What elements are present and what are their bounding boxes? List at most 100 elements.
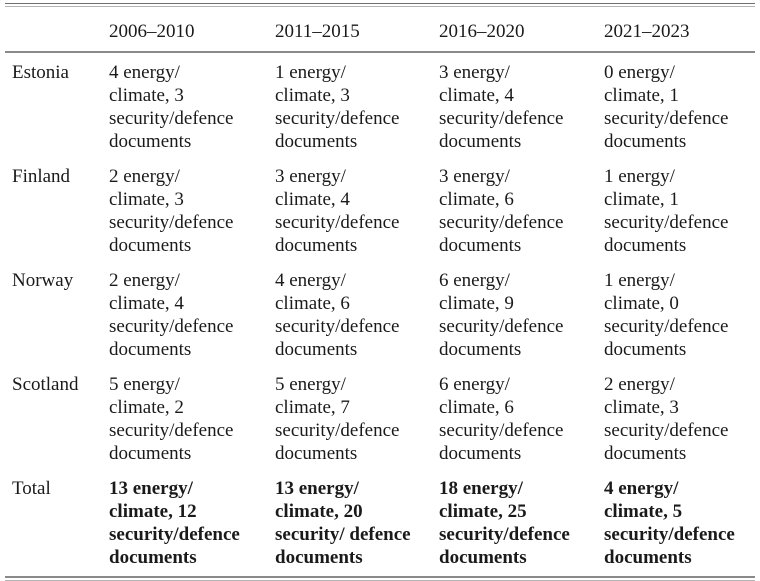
cell-line: 2 energy/ [604, 374, 675, 395]
cell-line: 1 energy/ [275, 62, 346, 83]
table-cell: 13 energy/climate, 12 security/defence doc… [109, 470, 275, 574]
cell-line: climate, 6 [439, 397, 514, 418]
cell-line: climate, 4 [439, 85, 514, 106]
cell-line: security/ defence [275, 524, 411, 545]
cell-line: documents [439, 547, 527, 568]
cell-line: climate, 6 [275, 293, 350, 314]
table-cell: 3 energy/climate, 4 security/defence docum… [439, 53, 604, 158]
cell-line: security/defence [604, 212, 729, 233]
cell-line: climate, 2 [109, 397, 184, 418]
cell-line: security/defence [439, 420, 564, 441]
cell-line: climate, 3 [604, 397, 679, 418]
cell-line: climate, 25 [439, 501, 527, 522]
cell-line: security/defence [109, 316, 234, 337]
cell-line: security/defence [275, 420, 400, 441]
cell-line: security/defence [109, 524, 240, 545]
cell-line: climate, 1 [604, 189, 679, 210]
table-cell: 2 energy/climate, 4 security/defence docum… [109, 262, 275, 366]
header-row: 2006–2010 2011–2015 2016–2020 2021–2023 [5, 7, 755, 51]
cell-line: climate, 9 [439, 293, 514, 314]
cell-line: documents [109, 235, 192, 256]
cell-line: security/defence [604, 524, 735, 545]
cell-line: climate, 3 [109, 189, 184, 210]
table-row-estonia: Estonia 4 energy/climate, 3 security/defen… [5, 53, 755, 158]
table-cell: 1 energy/climate, 0 security/defence docum… [604, 262, 755, 366]
cell-line: documents [439, 235, 522, 256]
cell-line: security/defence [109, 420, 234, 441]
cell-line: security/defence [604, 316, 729, 337]
table-cell: 5 energy/climate, 2 security/defence docum… [109, 366, 275, 470]
cell-line: documents [439, 131, 522, 152]
table-cell: 5 energy/climate, 7 security/defence docum… [275, 366, 439, 470]
cell-line: 5 energy/ [109, 374, 180, 395]
header-2011-2015: 2011–2015 [275, 21, 360, 42]
table-cell: 3 energy/climate, 4 security/defence docum… [275, 158, 439, 262]
cell-line: climate, 12 [109, 501, 197, 522]
cell-line: 2 energy/ [109, 270, 180, 291]
cell-line: documents [604, 131, 687, 152]
cell-line: documents [109, 131, 192, 152]
documents-by-period-table: 2006–2010 2011–2015 2016–2020 2021–2023 … [5, 7, 755, 574]
table-row-scotland: Scotland 5 energy/climate, 2 security/defe… [5, 366, 755, 470]
table-cell: 2 energy/climate, 3 security/defence docum… [604, 366, 755, 470]
header-rule [5, 51, 755, 53]
cell-line: climate, 6 [439, 189, 514, 210]
table-cell: 1 energy/climate, 1 security/defence docum… [604, 158, 755, 262]
cell-line: 4 energy/ [275, 270, 346, 291]
cell-line: 6 energy/ [439, 374, 510, 395]
table-cell: 0 energy/climate, 1 security/defence docum… [604, 53, 755, 158]
cell-line: documents [275, 547, 363, 568]
header-corner [5, 7, 109, 51]
cell-line: climate, 4 [109, 293, 184, 314]
header-2016-2020: 2016–2020 [439, 21, 525, 42]
cell-line: 3 energy/ [439, 166, 510, 187]
row-label: Scotland [12, 374, 79, 395]
cell-line: 3 energy/ [275, 166, 346, 187]
row-label: Norway [12, 270, 74, 291]
cell-line: documents [439, 443, 522, 464]
table-cell: 4 energy/climate, 6 security/defence docum… [275, 262, 439, 366]
cell-line: security/defence [275, 108, 400, 129]
cell-line: documents [604, 235, 687, 256]
cell-line: documents [604, 339, 687, 360]
cell-line: 0 energy/ [604, 62, 675, 83]
cell-line: climate, 20 [275, 501, 363, 522]
cell-line: documents [439, 339, 522, 360]
cell-line: security/defence [275, 316, 400, 337]
cell-line: security/defence [439, 108, 564, 129]
cell-line: security/defence [439, 212, 564, 233]
header-2006-2010: 2006–2010 [109, 21, 195, 42]
table-cell: 4 energy/climate, 5 security/defence docum… [604, 470, 755, 574]
cell-line: 13 energy/ [275, 478, 359, 499]
table-cell: 13 energy/climate, 20 security/ defence do… [275, 470, 439, 574]
table-cell: 6 energy/climate, 9 security/defence docum… [439, 262, 604, 366]
top-rule [5, 3, 755, 4]
table-cell: 2 energy/climate, 3 security/defence docum… [109, 158, 275, 262]
cell-line: security/defence [109, 212, 234, 233]
table-cell: 3 energy/climate, 6 security/defence docum… [439, 158, 604, 262]
cell-line: 13 energy/ [109, 478, 193, 499]
cell-line: documents [604, 443, 687, 464]
header-2021-2023: 2021–2023 [604, 21, 690, 42]
cell-line: security/defence [604, 420, 729, 441]
cell-line: 4 energy/ [604, 478, 679, 499]
cell-line: documents [275, 131, 358, 152]
cell-line: 18 energy/ [439, 478, 523, 499]
table-cell: 18 energy/climate, 25 security/defence doc… [439, 470, 604, 574]
cell-line: climate, 0 [604, 293, 679, 314]
cell-line: documents [275, 339, 358, 360]
cell-line: documents [109, 339, 192, 360]
table-row-norway: Norway 2 energy/climate, 4 security/defenc… [5, 262, 755, 366]
cell-line: security/defence [604, 108, 729, 129]
cell-line: 3 energy/ [439, 62, 510, 83]
table-row-finland: Finland 2 energy/climate, 3 security/defen… [5, 158, 755, 262]
cell-line: security/defence [109, 108, 234, 129]
cell-line: 6 energy/ [439, 270, 510, 291]
cell-line: 2 energy/ [109, 166, 180, 187]
table-row-total: Total 13 energy/climate, 12 security/defen… [5, 470, 755, 574]
cell-line: security/defence [439, 524, 570, 545]
document-table-container: 2006–2010 2011–2015 2016–2020 2021–2023 … [5, 3, 755, 581]
cell-line: 1 energy/ [604, 270, 675, 291]
cell-line: documents [275, 443, 358, 464]
cell-line: climate, 5 [604, 501, 683, 522]
